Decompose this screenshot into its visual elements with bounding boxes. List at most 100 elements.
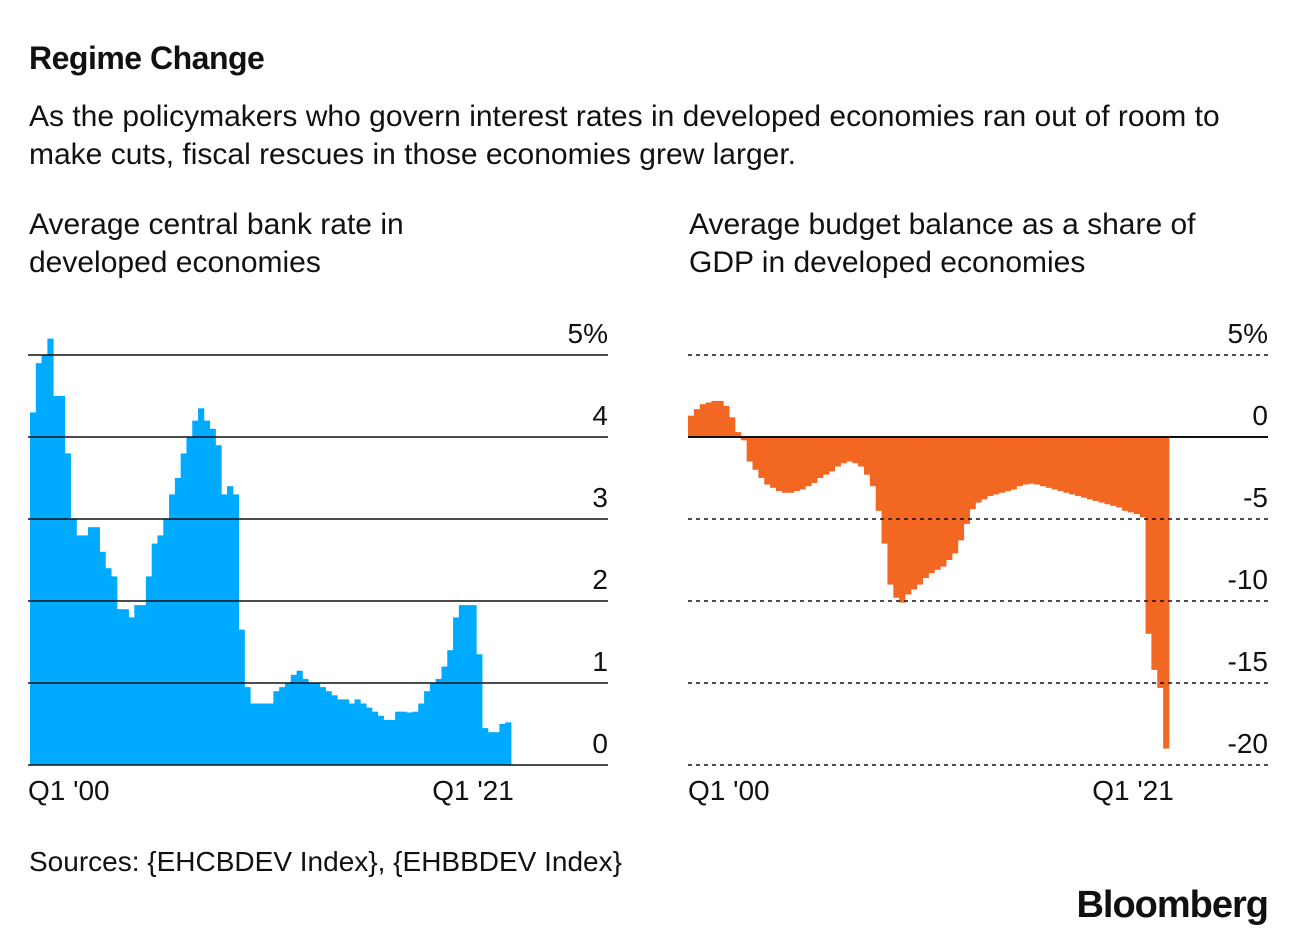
rate-bar xyxy=(70,519,77,765)
rate-bar xyxy=(261,703,269,765)
budget-bar xyxy=(828,437,836,472)
rate-bar xyxy=(424,691,431,765)
budget-bar xyxy=(946,437,953,560)
budget-bar xyxy=(740,437,748,441)
rate-bar xyxy=(87,527,95,765)
bloomberg-logo: Bloomberg xyxy=(1076,884,1269,926)
rate-bar xyxy=(366,707,373,765)
budget-balance-chart: -20 -15 -10 -5 0 5% Q1 '00 Q1 '21 xyxy=(688,318,1268,806)
budget-bar xyxy=(1163,437,1170,749)
rate-bar xyxy=(140,605,147,765)
rate-bar xyxy=(412,711,419,765)
rate-bar xyxy=(360,703,367,765)
rate-bar xyxy=(151,543,158,765)
budget-bar xyxy=(1028,437,1035,484)
rate-y-tick-label: 2 xyxy=(592,564,608,595)
rate-bar xyxy=(169,494,176,765)
budget-bar xyxy=(1098,437,1105,503)
rate-bar xyxy=(227,486,234,765)
budget-bar xyxy=(875,437,882,511)
rate-bar xyxy=(487,732,495,765)
budget-x-tick-label: Q1 '00 xyxy=(688,775,770,806)
rate-bar xyxy=(203,420,211,765)
budget-bar xyxy=(899,437,906,603)
budget-bar xyxy=(1081,437,1088,498)
budget-y-tick-label: -5 xyxy=(1243,482,1268,513)
budget-bar xyxy=(1127,437,1135,513)
budget-bar xyxy=(688,415,695,437)
budget-bar xyxy=(822,437,830,475)
rate-bar xyxy=(447,650,454,765)
rate-bar xyxy=(453,617,460,765)
rate-bar xyxy=(99,551,106,765)
rate-bar xyxy=(58,396,66,765)
budget-bar xyxy=(1063,437,1070,493)
budget-bar xyxy=(1010,437,1017,490)
central-bank-rate-chart: 0 1 2 3 4 5% Q1 '00 Q1 '21 xyxy=(28,318,608,806)
budget-bar xyxy=(881,437,888,544)
budget-bar xyxy=(975,437,982,503)
rate-bar xyxy=(250,703,257,765)
rate-bar xyxy=(325,691,332,765)
budget-bar xyxy=(793,437,800,492)
budget-y-tick-label: 0 xyxy=(1252,400,1268,431)
rate-y-tick-label: 5% xyxy=(568,318,608,349)
rate-bar xyxy=(354,699,361,765)
rate-bar xyxy=(279,687,286,765)
rate-bar xyxy=(337,699,344,765)
rate-bar xyxy=(400,711,408,765)
budget-bar xyxy=(817,437,824,478)
rate-bar xyxy=(267,703,274,765)
rate-bar xyxy=(308,683,315,765)
budget-bar xyxy=(993,437,1000,495)
rate-bar xyxy=(377,715,384,765)
rate-y-tick-label: 4 xyxy=(592,400,608,431)
rate-bar xyxy=(331,695,338,765)
budget-bar xyxy=(893,437,900,598)
budget-bar xyxy=(1022,437,1029,485)
rate-bar xyxy=(163,519,170,765)
budget-bar xyxy=(998,437,1006,493)
chart-title: Regime Change xyxy=(29,40,265,76)
chart-subtitle: As the policymakers who govern interest … xyxy=(29,100,1220,171)
budget-bar xyxy=(699,404,706,437)
rate-bar xyxy=(284,683,292,765)
budget-bar xyxy=(887,437,894,585)
rate-bar xyxy=(470,605,477,765)
rate-y-tick-label: 1 xyxy=(592,646,608,677)
rate-bar xyxy=(499,724,506,765)
left-panel-title: Average central bank rate in developed e… xyxy=(29,208,404,279)
budget-bar xyxy=(987,437,994,497)
budget-bar xyxy=(934,437,941,570)
rate-bar xyxy=(290,674,297,765)
budget-bar xyxy=(705,402,712,437)
budget-bar xyxy=(910,437,918,590)
rate-bar xyxy=(238,629,245,765)
rate-bar xyxy=(406,712,413,765)
budget-bar xyxy=(869,437,877,487)
budget-bar xyxy=(834,437,841,467)
rate-bar xyxy=(256,703,263,765)
budget-bar xyxy=(1092,437,1100,501)
rate-bar xyxy=(192,420,199,765)
budget-y-tick-label: 5% xyxy=(1228,318,1268,349)
right-panel-title: Average budget balance as a share of GDP… xyxy=(689,208,1196,279)
budget-bar xyxy=(1069,437,1076,495)
budget-bar xyxy=(1151,437,1158,670)
rate-bar xyxy=(215,445,222,765)
rate-bar xyxy=(209,428,216,765)
rate-bar xyxy=(82,535,89,765)
rate-bar xyxy=(145,576,153,765)
rate-bar xyxy=(76,535,83,765)
rate-bar xyxy=(348,703,355,765)
budget-bar xyxy=(969,437,976,510)
budget-bar xyxy=(963,437,970,524)
budget-y-tick-label: -10 xyxy=(1228,564,1268,595)
rate-bar xyxy=(93,527,100,765)
budget-bar xyxy=(940,437,947,567)
rate-y-tick-label: 0 xyxy=(592,728,608,759)
budget-bar xyxy=(981,437,988,500)
rate-bar xyxy=(30,412,37,765)
budget-bar xyxy=(1110,437,1117,506)
budget-bar xyxy=(922,437,929,579)
